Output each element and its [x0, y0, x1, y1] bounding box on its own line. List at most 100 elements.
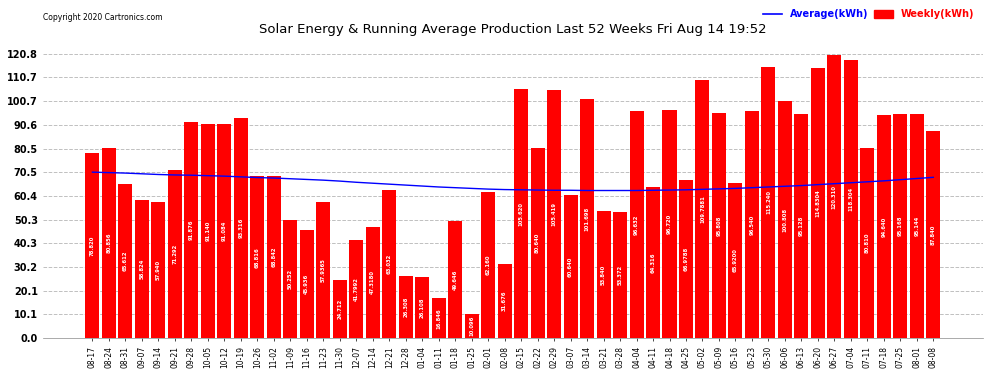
- Bar: [250, 176, 264, 338]
- Bar: [201, 123, 215, 338]
- Bar: [168, 170, 182, 338]
- Text: 109.7881: 109.7881: [700, 195, 705, 223]
- Text: 78.820: 78.820: [90, 236, 95, 256]
- Text: 80.640: 80.640: [536, 233, 541, 254]
- Text: 95.808: 95.808: [717, 215, 722, 236]
- Bar: [811, 68, 825, 338]
- Text: 47.3180: 47.3180: [370, 270, 375, 294]
- Text: 100.808: 100.808: [782, 207, 787, 231]
- Bar: [481, 192, 495, 338]
- Bar: [266, 176, 281, 338]
- Bar: [218, 124, 232, 338]
- Bar: [448, 221, 462, 338]
- Bar: [415, 277, 430, 338]
- Bar: [547, 90, 561, 338]
- Bar: [563, 195, 577, 338]
- Text: 68.842: 68.842: [271, 247, 276, 267]
- Text: 80.810: 80.810: [865, 233, 870, 253]
- Bar: [316, 202, 331, 338]
- Bar: [679, 180, 693, 338]
- Bar: [729, 183, 742, 338]
- Text: 57.940: 57.940: [155, 260, 161, 280]
- Bar: [744, 111, 759, 338]
- Text: 95.144: 95.144: [915, 216, 920, 236]
- Legend: Average(kWh), Weekly(kWh): Average(kWh), Weekly(kWh): [759, 5, 978, 23]
- Bar: [695, 80, 710, 338]
- Bar: [399, 276, 413, 338]
- Text: 101.698: 101.698: [584, 206, 590, 231]
- Bar: [464, 314, 478, 338]
- Text: 105.620: 105.620: [519, 202, 524, 226]
- Text: 120.310: 120.310: [832, 184, 837, 209]
- Bar: [514, 89, 528, 338]
- Text: 93.316: 93.316: [239, 218, 244, 238]
- Text: 91.084: 91.084: [222, 221, 227, 241]
- Text: 66.9788: 66.9788: [683, 247, 688, 272]
- Text: 24.712: 24.712: [338, 299, 343, 319]
- Text: 94.640: 94.640: [881, 217, 886, 237]
- Text: 91.876: 91.876: [189, 220, 194, 240]
- Bar: [531, 148, 544, 338]
- Text: 64.316: 64.316: [650, 252, 655, 273]
- Bar: [646, 187, 660, 338]
- Text: 50.252: 50.252: [288, 269, 293, 289]
- Text: 10.096: 10.096: [469, 316, 474, 336]
- Bar: [102, 148, 116, 338]
- Bar: [761, 67, 775, 338]
- Text: 95.128: 95.128: [799, 216, 804, 236]
- Text: 16.846: 16.846: [437, 308, 442, 328]
- Text: 68.816: 68.816: [254, 247, 259, 267]
- Text: 95.168: 95.168: [898, 216, 903, 236]
- Bar: [828, 55, 842, 338]
- Text: 80.856: 80.856: [106, 233, 112, 253]
- Bar: [151, 202, 165, 338]
- Bar: [498, 264, 512, 338]
- Text: 45.936: 45.936: [304, 274, 309, 294]
- Bar: [135, 200, 148, 338]
- Bar: [300, 230, 314, 338]
- Bar: [85, 153, 99, 338]
- Text: 49.646: 49.646: [452, 270, 457, 290]
- Text: 63.032: 63.032: [387, 254, 392, 274]
- Text: 26.108: 26.108: [420, 297, 425, 318]
- Bar: [630, 111, 644, 338]
- Title: Solar Energy & Running Average Production Last 52 Weeks Fri Aug 14 19:52: Solar Energy & Running Average Productio…: [259, 22, 766, 36]
- Bar: [382, 190, 396, 338]
- Text: 62.160: 62.160: [486, 255, 491, 275]
- Text: 53.840: 53.840: [601, 265, 606, 285]
- Text: 96.720: 96.720: [667, 214, 672, 234]
- Bar: [843, 60, 858, 338]
- Text: 58.824: 58.824: [140, 259, 145, 279]
- Bar: [613, 213, 627, 338]
- Bar: [333, 280, 346, 338]
- Text: 96.632: 96.632: [634, 214, 639, 235]
- Bar: [877, 115, 891, 338]
- Text: 91.140: 91.140: [205, 220, 210, 241]
- Bar: [712, 112, 726, 338]
- Bar: [662, 110, 676, 338]
- Text: 105.419: 105.419: [551, 202, 556, 226]
- Text: 65.612: 65.612: [123, 251, 128, 271]
- Bar: [893, 114, 908, 338]
- Text: Copyright 2020 Cartronics.com: Copyright 2020 Cartronics.com: [43, 13, 162, 22]
- Text: 57.9365: 57.9365: [321, 258, 326, 282]
- Text: 96.540: 96.540: [749, 214, 754, 235]
- Bar: [794, 114, 809, 338]
- Bar: [778, 101, 792, 338]
- Text: 118.304: 118.304: [848, 187, 853, 211]
- Text: 115.240: 115.240: [766, 190, 771, 214]
- Bar: [119, 184, 133, 338]
- Text: 53.372: 53.372: [618, 265, 623, 285]
- Bar: [910, 114, 924, 338]
- Bar: [597, 211, 611, 338]
- Bar: [365, 227, 380, 338]
- Text: 114.8304: 114.8304: [816, 189, 821, 217]
- Text: 71.292: 71.292: [172, 244, 177, 264]
- Text: 26.308: 26.308: [403, 297, 408, 317]
- Bar: [580, 99, 594, 338]
- Text: 31.676: 31.676: [502, 291, 507, 311]
- Bar: [860, 148, 874, 338]
- Text: 41.7992: 41.7992: [353, 277, 358, 301]
- Text: 87.840: 87.840: [931, 225, 936, 245]
- Text: 65.9200: 65.9200: [733, 249, 738, 273]
